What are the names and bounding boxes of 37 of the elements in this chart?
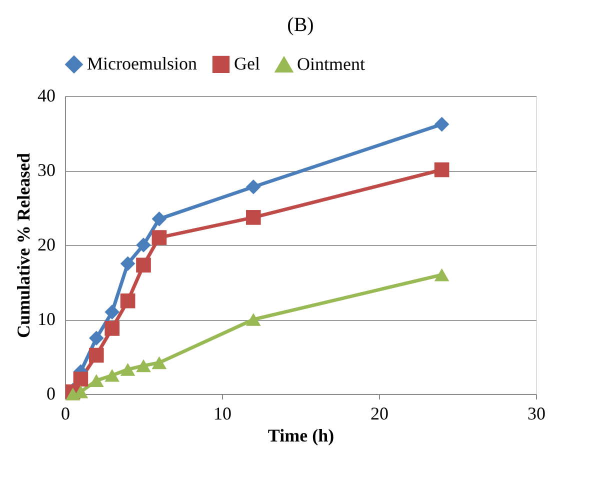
x-tick-label: 30 xyxy=(528,404,546,424)
point xyxy=(246,179,261,194)
point xyxy=(136,238,151,252)
point xyxy=(120,256,136,272)
point xyxy=(136,258,151,273)
point xyxy=(104,321,120,336)
point xyxy=(434,268,450,282)
y-tick-label: 20 xyxy=(38,234,56,254)
chart-title: (B) xyxy=(287,14,314,36)
x-tick-label: 20 xyxy=(370,404,388,424)
legend-label: Microemulsion xyxy=(87,53,197,74)
point xyxy=(152,356,167,370)
point xyxy=(152,212,167,226)
x-tick-label: 0 xyxy=(61,404,70,424)
x-axis-title: Time (h) xyxy=(268,426,334,446)
point xyxy=(88,330,104,346)
point xyxy=(120,362,136,376)
legend-label: Gel xyxy=(234,53,260,74)
point xyxy=(120,293,136,308)
point xyxy=(104,368,120,382)
y-tick-label: 40 xyxy=(38,86,56,106)
point xyxy=(73,372,88,387)
point xyxy=(88,374,104,388)
point xyxy=(246,210,261,225)
point xyxy=(104,304,120,320)
y-tick-label: 0 xyxy=(46,384,56,404)
legend-label: Ointment xyxy=(297,54,365,74)
point xyxy=(136,359,151,372)
y-tick-label: 10 xyxy=(38,309,56,329)
x-tick-label: 10 xyxy=(214,404,232,424)
point xyxy=(88,348,104,363)
y-tick-label: 30 xyxy=(38,160,56,180)
y-axis-title: Cumulative % Released xyxy=(14,153,34,338)
point xyxy=(246,313,261,326)
point xyxy=(434,162,450,178)
point xyxy=(434,116,450,132)
point xyxy=(152,230,167,245)
